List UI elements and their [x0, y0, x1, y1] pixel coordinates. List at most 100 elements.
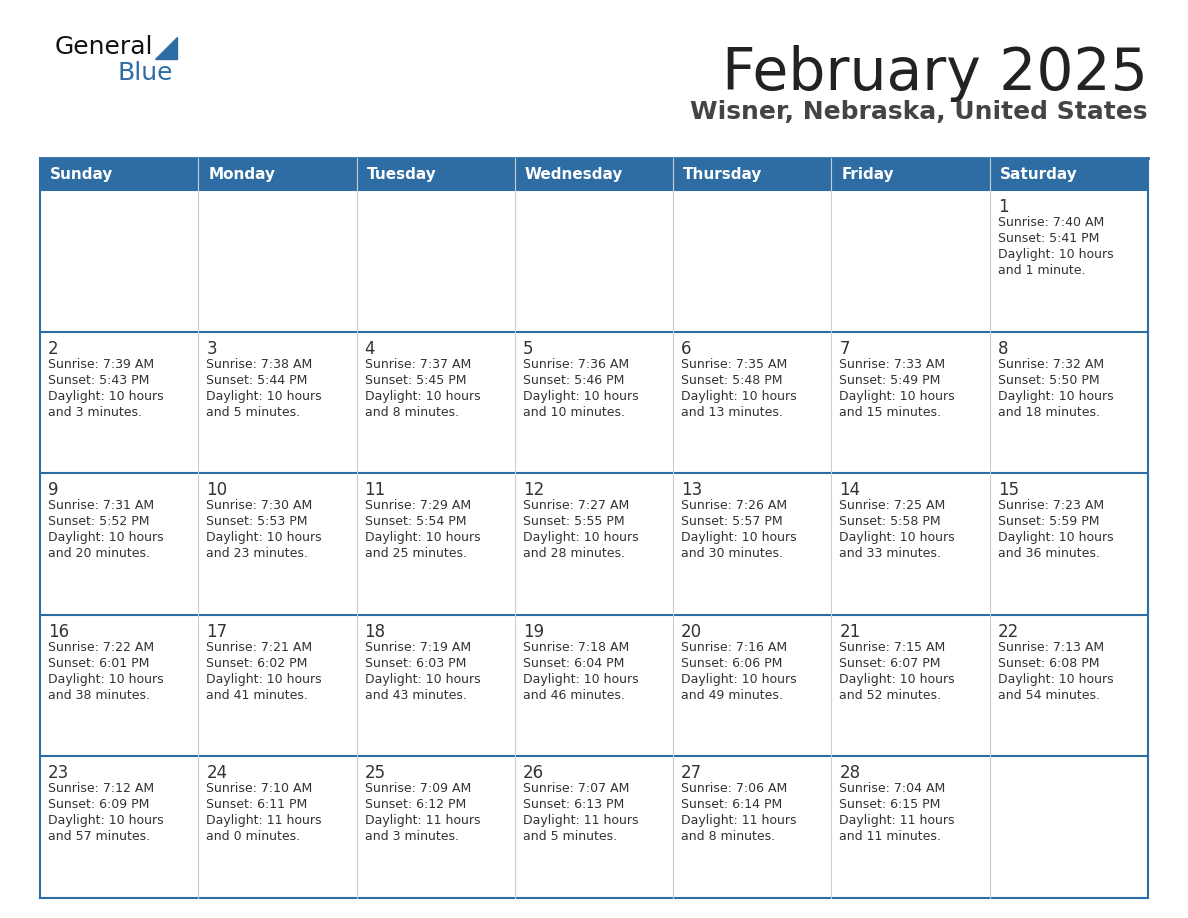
Text: 18: 18 — [365, 622, 386, 641]
Text: Daylight: 10 hours: Daylight: 10 hours — [681, 389, 797, 403]
Text: Daylight: 10 hours: Daylight: 10 hours — [365, 532, 480, 544]
Text: Tuesday: Tuesday — [367, 166, 436, 182]
Text: 2: 2 — [48, 340, 58, 358]
Text: Daylight: 10 hours: Daylight: 10 hours — [681, 673, 797, 686]
Text: Sunrise: 7:30 AM: Sunrise: 7:30 AM — [207, 499, 312, 512]
Text: Daylight: 10 hours: Daylight: 10 hours — [48, 532, 164, 544]
Text: 23: 23 — [48, 765, 69, 782]
Text: Sunrise: 7:23 AM: Sunrise: 7:23 AM — [998, 499, 1104, 512]
Text: Sunrise: 7:07 AM: Sunrise: 7:07 AM — [523, 782, 630, 795]
Text: Daylight: 10 hours: Daylight: 10 hours — [48, 673, 164, 686]
Text: Sunset: 5:54 PM: Sunset: 5:54 PM — [365, 515, 466, 528]
Text: and 13 minutes.: and 13 minutes. — [681, 406, 783, 419]
Text: Daylight: 10 hours: Daylight: 10 hours — [840, 673, 955, 686]
Text: 4: 4 — [365, 340, 375, 358]
Text: Sunrise: 7:04 AM: Sunrise: 7:04 AM — [840, 782, 946, 795]
Text: and 41 minutes.: and 41 minutes. — [207, 688, 308, 701]
Text: Sunrise: 7:31 AM: Sunrise: 7:31 AM — [48, 499, 154, 512]
Text: 1: 1 — [998, 198, 1009, 216]
Text: Daylight: 10 hours: Daylight: 10 hours — [681, 532, 797, 544]
Text: Daylight: 10 hours: Daylight: 10 hours — [998, 248, 1113, 261]
Text: Sunset: 6:02 PM: Sunset: 6:02 PM — [207, 656, 308, 670]
Text: Sunrise: 7:26 AM: Sunrise: 7:26 AM — [681, 499, 788, 512]
Text: Daylight: 11 hours: Daylight: 11 hours — [207, 814, 322, 827]
Text: Sunrise: 7:33 AM: Sunrise: 7:33 AM — [840, 358, 946, 371]
Text: Sunset: 6:03 PM: Sunset: 6:03 PM — [365, 656, 466, 670]
Text: and 3 minutes.: and 3 minutes. — [365, 831, 459, 844]
Text: and 10 minutes.: and 10 minutes. — [523, 406, 625, 419]
Text: and 57 minutes.: and 57 minutes. — [48, 831, 150, 844]
Text: 25: 25 — [365, 765, 386, 782]
Text: and 54 minutes.: and 54 minutes. — [998, 688, 1100, 701]
Text: and 49 minutes.: and 49 minutes. — [681, 688, 783, 701]
Text: Daylight: 10 hours: Daylight: 10 hours — [207, 673, 322, 686]
Text: February 2025: February 2025 — [722, 45, 1148, 102]
Text: 3: 3 — [207, 340, 217, 358]
Text: Sunrise: 7:40 AM: Sunrise: 7:40 AM — [998, 216, 1104, 229]
Text: Sunset: 5:46 PM: Sunset: 5:46 PM — [523, 374, 624, 386]
Text: Daylight: 10 hours: Daylight: 10 hours — [365, 389, 480, 403]
Text: Wednesday: Wednesday — [525, 166, 624, 182]
Text: 7: 7 — [840, 340, 849, 358]
Text: and 1 minute.: and 1 minute. — [998, 264, 1085, 277]
Text: Sunset: 5:48 PM: Sunset: 5:48 PM — [681, 374, 783, 386]
Text: Blue: Blue — [116, 61, 172, 85]
Text: and 15 minutes.: and 15 minutes. — [840, 406, 941, 419]
Bar — [40, 615, 1148, 756]
Text: Daylight: 10 hours: Daylight: 10 hours — [207, 389, 322, 403]
Text: Sunset: 5:50 PM: Sunset: 5:50 PM — [998, 374, 1099, 386]
Text: Sunset: 6:06 PM: Sunset: 6:06 PM — [681, 656, 783, 670]
Text: Sunday: Sunday — [50, 166, 113, 182]
Polygon shape — [154, 37, 177, 59]
Text: Daylight: 10 hours: Daylight: 10 hours — [48, 814, 164, 827]
Text: Sunset: 5:43 PM: Sunset: 5:43 PM — [48, 374, 150, 386]
Text: Wisner, Nebraska, United States: Wisner, Nebraska, United States — [690, 100, 1148, 124]
Text: and 30 minutes.: and 30 minutes. — [681, 547, 783, 560]
Text: Sunrise: 7:27 AM: Sunrise: 7:27 AM — [523, 499, 630, 512]
Text: and 0 minutes.: and 0 minutes. — [207, 831, 301, 844]
Text: Sunset: 5:57 PM: Sunset: 5:57 PM — [681, 515, 783, 528]
Text: Saturday: Saturday — [1000, 166, 1078, 182]
Text: 5: 5 — [523, 340, 533, 358]
Text: Daylight: 10 hours: Daylight: 10 hours — [998, 673, 1113, 686]
Text: Sunset: 5:44 PM: Sunset: 5:44 PM — [207, 374, 308, 386]
Text: Sunrise: 7:06 AM: Sunrise: 7:06 AM — [681, 782, 788, 795]
Text: Sunset: 6:12 PM: Sunset: 6:12 PM — [365, 799, 466, 812]
Text: 17: 17 — [207, 622, 227, 641]
Text: and 25 minutes.: and 25 minutes. — [365, 547, 467, 560]
Text: and 46 minutes.: and 46 minutes. — [523, 688, 625, 701]
Bar — [40, 756, 1148, 898]
Text: and 36 minutes.: and 36 minutes. — [998, 547, 1100, 560]
Text: and 33 minutes.: and 33 minutes. — [840, 547, 941, 560]
Text: 16: 16 — [48, 622, 69, 641]
Text: Daylight: 10 hours: Daylight: 10 hours — [523, 389, 638, 403]
Text: Sunrise: 7:37 AM: Sunrise: 7:37 AM — [365, 358, 470, 371]
Text: Sunset: 5:58 PM: Sunset: 5:58 PM — [840, 515, 941, 528]
Text: Sunrise: 7:25 AM: Sunrise: 7:25 AM — [840, 499, 946, 512]
Text: Sunset: 6:01 PM: Sunset: 6:01 PM — [48, 656, 150, 670]
Text: Sunset: 5:49 PM: Sunset: 5:49 PM — [840, 374, 941, 386]
Text: Sunset: 5:59 PM: Sunset: 5:59 PM — [998, 515, 1099, 528]
Text: 11: 11 — [365, 481, 386, 499]
Text: Sunset: 6:15 PM: Sunset: 6:15 PM — [840, 799, 941, 812]
Text: 9: 9 — [48, 481, 58, 499]
Text: and 23 minutes.: and 23 minutes. — [207, 547, 308, 560]
Text: Daylight: 10 hours: Daylight: 10 hours — [998, 532, 1113, 544]
Text: Daylight: 10 hours: Daylight: 10 hours — [998, 389, 1113, 403]
Text: Sunrise: 7:22 AM: Sunrise: 7:22 AM — [48, 641, 154, 654]
Text: 19: 19 — [523, 622, 544, 641]
Text: Sunset: 6:07 PM: Sunset: 6:07 PM — [840, 656, 941, 670]
Text: Daylight: 10 hours: Daylight: 10 hours — [840, 389, 955, 403]
Text: Sunset: 6:09 PM: Sunset: 6:09 PM — [48, 799, 150, 812]
Text: Friday: Friday — [841, 166, 895, 182]
Text: Thursday: Thursday — [683, 166, 763, 182]
Text: Sunset: 5:45 PM: Sunset: 5:45 PM — [365, 374, 466, 386]
Text: Sunset: 6:04 PM: Sunset: 6:04 PM — [523, 656, 624, 670]
Text: and 43 minutes.: and 43 minutes. — [365, 688, 467, 701]
Text: 21: 21 — [840, 622, 860, 641]
Text: Sunset: 5:53 PM: Sunset: 5:53 PM — [207, 515, 308, 528]
Text: Sunset: 6:13 PM: Sunset: 6:13 PM — [523, 799, 624, 812]
Text: Daylight: 10 hours: Daylight: 10 hours — [523, 532, 638, 544]
Text: 12: 12 — [523, 481, 544, 499]
Text: Daylight: 11 hours: Daylight: 11 hours — [523, 814, 638, 827]
